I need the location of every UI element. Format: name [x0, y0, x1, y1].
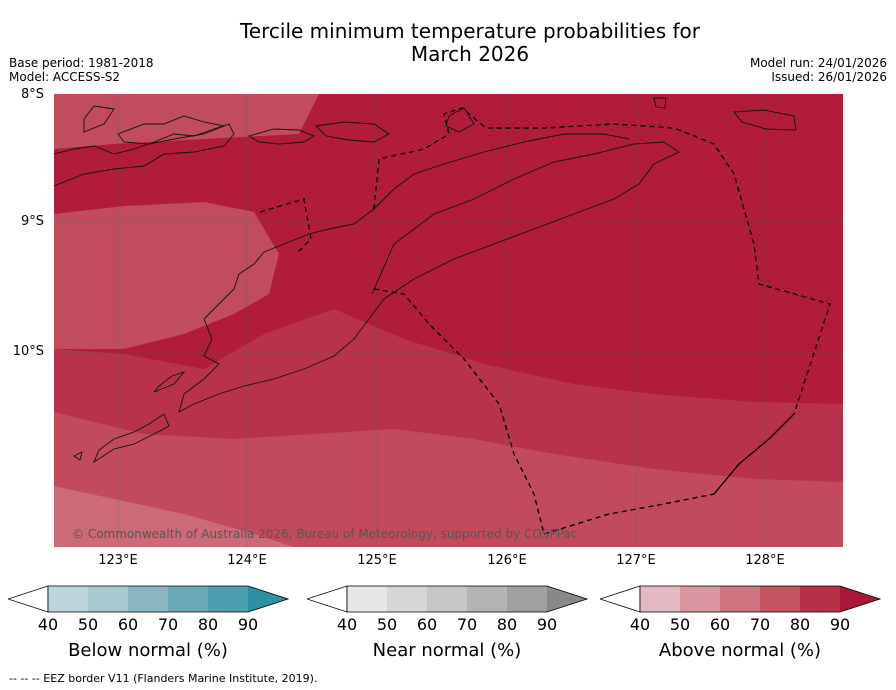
- colorbar-below-seg-2: [88, 586, 128, 612]
- lon-label-128e: 128°E: [745, 553, 785, 568]
- near-tick-60: 60: [416, 615, 438, 634]
- coastlines: [54, 97, 797, 464]
- below-tick-60: 60: [117, 615, 139, 634]
- colorbar-above-seg-5: [800, 586, 840, 612]
- title-line-2: March 2026: [410, 42, 530, 66]
- colorbar-below-seg-4: [168, 586, 208, 612]
- eez-west-south: [373, 288, 545, 535]
- colorbar-above: [600, 585, 882, 613]
- lon-label-123e: 123°E: [98, 553, 138, 568]
- coast-alor: [247, 128, 316, 145]
- above-tick-70: 70: [749, 615, 771, 634]
- below-tick-50: 50: [77, 615, 99, 634]
- above-tick-90: 90: [829, 615, 851, 634]
- coast-timor: [178, 133, 680, 413]
- coast-flores: [54, 123, 235, 187]
- eez-borders: [259, 107, 831, 535]
- map-copyright: © Commonwealth of Australia 2026, Bureau…: [72, 527, 577, 541]
- colorbar-near: [307, 585, 589, 613]
- below-tick-90: 90: [237, 615, 259, 634]
- coast-island-b: [117, 115, 226, 145]
- coast-islet: [73, 451, 83, 461]
- base-period: Base period: 1981-2018: [9, 56, 154, 70]
- below-tick-80: 80: [197, 615, 219, 634]
- colorbar-below-seg-1: [48, 586, 88, 612]
- colorbar-near-high-arrow: [547, 586, 587, 612]
- map-zone-west-patch: [54, 202, 279, 349]
- colorbar-below-low-arrow: [8, 585, 49, 613]
- colorbar-above-low-arrow: [600, 585, 641, 613]
- lon-label-127e: 127°E: [616, 553, 656, 568]
- colorbar-near-low-arrow: [307, 585, 348, 613]
- near-normal-title: Near normal (%): [372, 640, 522, 661]
- above-tick-80: 80: [789, 615, 811, 634]
- map-zone-bottom-left: [54, 486, 294, 547]
- colorbar-near-seg-5: [507, 586, 547, 612]
- colorbar-near-seg-1: [347, 586, 387, 612]
- lat-label-10s: 10°S: [12, 344, 44, 359]
- below-tick-40: 40: [37, 615, 59, 634]
- coast-rote: [153, 371, 186, 393]
- colorbar-above-seg-2: [680, 586, 720, 612]
- coast-sumba-edge: [93, 413, 170, 464]
- coast-island-d: [733, 109, 797, 131]
- colorbar-below-seg-5: [208, 586, 248, 612]
- eez-north: [373, 107, 831, 415]
- map-gridlines: [54, 94, 843, 547]
- lon-label-125e: 125°E: [357, 553, 397, 568]
- coast-island-a: [83, 105, 115, 133]
- eez-solid-segment: [713, 413, 795, 495]
- colorbar-above-seg-4: [760, 586, 800, 612]
- colorbar-below: [8, 585, 290, 613]
- model-name: Model: ACCESS-S2: [9, 70, 121, 84]
- colorbar-below-high-arrow: [248, 586, 288, 612]
- near-tick-80: 80: [496, 615, 518, 634]
- colorbar-near-seg-2: [387, 586, 427, 612]
- eez-footnote: -- -- -- EEZ border V11 (Flanders Marine…: [9, 672, 318, 685]
- colorbar-above-seg-1: [640, 586, 680, 612]
- eez-oecusse: [259, 198, 312, 255]
- coast-island-c: [653, 97, 667, 109]
- lat-label-8s: 8°S: [20, 87, 44, 102]
- lon-label-126e: 126°E: [487, 553, 527, 568]
- near-tick-70: 70: [456, 615, 478, 634]
- near-tick-90: 90: [536, 615, 558, 634]
- colorbar-near-seg-4: [467, 586, 507, 612]
- below-tick-70: 70: [157, 615, 179, 634]
- probability-map: © Commonwealth of Australia 2026, Bureau…: [54, 94, 843, 547]
- chart-title: Tercile minimum temperature probabilitie…: [0, 20, 896, 66]
- below-normal-title: Below normal (%): [68, 640, 228, 661]
- colorbar-above-seg-3: [720, 586, 760, 612]
- colorbar-near-seg-3: [427, 586, 467, 612]
- colorbar-below-seg-3: [128, 586, 168, 612]
- above-tick-40: 40: [629, 615, 651, 634]
- meta-left: Base period: 1981-2018 Model: ACCESS-S2: [9, 56, 154, 84]
- above-normal-title: Above normal (%): [658, 640, 822, 661]
- lon-label-124e: 124°E: [227, 553, 267, 568]
- coast-wetar: [315, 121, 390, 143]
- above-tick-50: 50: [669, 615, 691, 634]
- near-tick-40: 40: [336, 615, 358, 634]
- map-zone-lower: [54, 412, 843, 547]
- colorbar-above-high-arrow: [840, 586, 880, 612]
- above-tick-60: 60: [709, 615, 731, 634]
- title-line-1: Tercile minimum temperature probabilitie…: [239, 19, 701, 43]
- issued-date: Issued: 26/01/2026: [771, 70, 887, 84]
- meta-right: Model run: 24/01/2026 Issued: 26/01/2026: [750, 56, 887, 84]
- near-tick-50: 50: [376, 615, 398, 634]
- model-run: Model run: 24/01/2026: [749, 56, 887, 70]
- lat-label-9s: 9°S: [20, 214, 44, 229]
